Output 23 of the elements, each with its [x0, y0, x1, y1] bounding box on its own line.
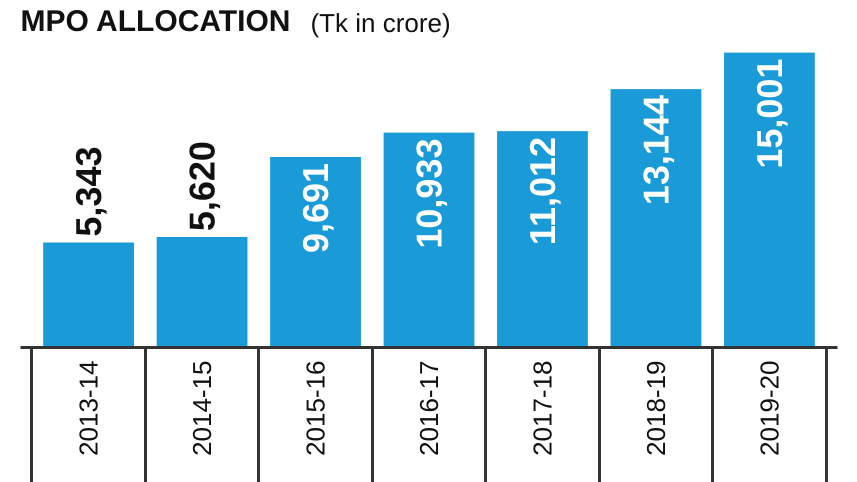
bar: [724, 52, 815, 348]
x-tick-label: 2015-16: [300, 360, 331, 456]
x-tick-label: 2018-19: [640, 360, 671, 456]
data-label: 15,001: [748, 58, 790, 169]
bar: [43, 242, 134, 348]
x-tick-label: 2016-17: [414, 360, 444, 456]
data-label: 11,012: [522, 136, 563, 246]
data-label: 10,933: [408, 138, 450, 249]
bar: [384, 132, 474, 348]
x-tick-label: 2017-18: [527, 360, 558, 456]
x-tick-label: 2014-15: [187, 360, 218, 456]
data-label: 5,620: [182, 141, 223, 232]
x-tick-label: 2019-20: [754, 360, 784, 456]
data-label: 9,691: [295, 162, 336, 254]
bar: [156, 237, 248, 348]
bar: [610, 89, 702, 348]
data-label: 13,144: [635, 95, 676, 206]
x-tick-label: 2013-14: [74, 360, 104, 456]
data-label: 5,343: [68, 146, 110, 237]
bar: [270, 157, 361, 348]
chart-subtitle: (Tk in crore): [310, 8, 451, 38]
bar: [497, 131, 588, 348]
chart-title: MPO ALLOCATION: [20, 4, 290, 38]
